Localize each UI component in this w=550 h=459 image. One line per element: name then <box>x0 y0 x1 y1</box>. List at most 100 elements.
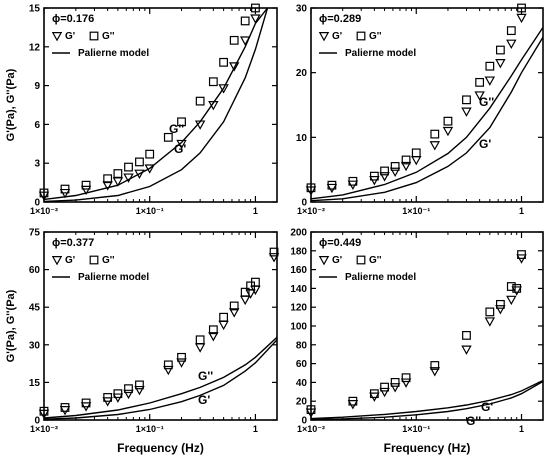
gpp-point-3 <box>269 247 279 257</box>
y-axis-label-3: G'(Pa), G''(Pa) <box>5 289 17 362</box>
gp-point-3 <box>239 295 251 306</box>
gpp-point-2 <box>462 95 471 105</box>
gpp-point-2 <box>390 162 400 171</box>
gpp-point-3 <box>251 277 260 287</box>
x-axis-label-3: Frequency (Hz) <box>117 441 204 455</box>
model-line-2-0 <box>311 27 543 200</box>
y-tick-label-4-4: 80 <box>296 340 308 351</box>
x-tick-label-3-0: 1×10⁻² <box>30 424 58 434</box>
legend-gp-label-3: G' <box>65 255 75 266</box>
gp-point-4 <box>495 305 506 315</box>
model-line-4-1 <box>311 380 543 420</box>
y-tick-label-3-0: 0 <box>34 416 40 427</box>
gpp-point-1 <box>208 77 218 87</box>
gp-point-3 <box>123 389 134 400</box>
gpp-point-2 <box>306 183 316 193</box>
gp-point-2 <box>429 141 441 151</box>
phi-label-4: ϕ=0.449 <box>319 237 361 249</box>
x-tick-label-3-2: 1 <box>253 424 258 434</box>
model-line-3-1 <box>44 339 277 420</box>
gpp-point-1 <box>113 169 123 178</box>
legend-gpp-label-2: G'' <box>369 31 382 42</box>
y-tick-label-4-9: 180 <box>290 246 307 257</box>
legend-gp-marker-4 <box>318 256 330 266</box>
y-tick-label-4-10: 200 <box>290 228 307 239</box>
gpp-point-1 <box>229 35 239 45</box>
y-tick-label-4-8: 160 <box>290 265 307 276</box>
gp-point-3 <box>228 308 240 318</box>
gpp-point-4 <box>369 389 379 399</box>
gpp-point-3 <box>135 380 144 390</box>
x-tick-label-1-1: 1×10⁻¹ <box>136 206 164 216</box>
gpp-point-4 <box>306 405 316 415</box>
model-line-1-0 <box>44 8 269 201</box>
gp-point-2 <box>305 186 317 196</box>
gp-point-4 <box>429 367 441 377</box>
gpp-point-3 <box>39 406 49 416</box>
x-tick-label-2-2: 1 <box>519 206 524 216</box>
gp-point-2 <box>379 172 390 182</box>
gp-point-4 <box>400 378 412 388</box>
phi-label-2: ϕ=0.289 <box>319 13 361 25</box>
phi-label-3: ϕ=0.377 <box>52 237 94 249</box>
gpp-point-2 <box>495 45 505 55</box>
curve-label-gpp-4: G'' <box>466 414 481 428</box>
model-line-3-0 <box>44 336 277 419</box>
gp-point-1 <box>176 139 187 150</box>
y-tick-label-1-5: 15 <box>29 4 41 15</box>
x-tick-label-1-0: 1×10⁻² <box>30 206 58 216</box>
gpp-point-3 <box>195 335 205 345</box>
gp-point-1 <box>134 169 145 179</box>
gp-point-3 <box>134 385 145 396</box>
curve-label-gp-3: G' <box>198 393 210 407</box>
gpp-point-4 <box>485 307 495 317</box>
gp-point-3 <box>176 358 187 368</box>
gpp-point-2 <box>327 180 337 190</box>
y-tick-label-4-6: 120 <box>290 303 307 314</box>
curve-label-gp-4: G' <box>481 400 493 414</box>
y-tick-label-2-3: 30 <box>296 4 308 15</box>
gpp-point-1 <box>135 157 144 167</box>
gpp-point-3 <box>163 360 173 370</box>
gp-point-2 <box>484 76 496 86</box>
gpp-point-4 <box>401 373 411 383</box>
gp-point-1 <box>80 185 92 196</box>
gp-point-3 <box>218 320 229 331</box>
legend-gp-marker-3 <box>51 256 63 266</box>
y-tick-label-4-0: 0 <box>301 416 307 427</box>
y-tick-label-4-5: 100 <box>290 322 307 333</box>
gp-point-3 <box>268 253 280 263</box>
gp-point-3 <box>194 343 206 353</box>
curve-label-gpp-3: G'' <box>198 369 213 383</box>
x-tick-label-4-1: 1×10⁻¹ <box>402 424 430 434</box>
gpp-point-3 <box>177 352 186 362</box>
gp-point-3 <box>59 406 71 416</box>
x-tick-label-2-1: 1×10⁻¹ <box>402 206 430 216</box>
gpp-point-2 <box>485 61 495 71</box>
gpp-point-4 <box>512 284 522 293</box>
legend-gpp-marker-4 <box>356 255 366 265</box>
gpp-point-3 <box>103 393 113 402</box>
gpp-point-2 <box>411 148 421 158</box>
y-tick-label-3-5: 75 <box>29 228 41 239</box>
legend-gpp-label-3: G'' <box>102 255 115 266</box>
model-line-4-0 <box>311 379 543 420</box>
gp-point-1 <box>239 36 251 46</box>
gp-point-2 <box>442 126 454 137</box>
gpp-point-3 <box>113 389 123 399</box>
gp-point-4 <box>461 345 472 355</box>
curve-label-gp-1: G' <box>174 142 186 156</box>
gpp-point-2 <box>348 176 358 186</box>
legend-gpp-marker-3 <box>89 255 99 265</box>
y-tick-label-1-3: 9 <box>34 81 40 92</box>
gp-point-2 <box>495 59 506 69</box>
y-axis-label-1: G'(Pa), G''(Pa) <box>5 68 17 141</box>
gp-point-1 <box>228 62 240 72</box>
legend-gpp-marker-1 <box>89 31 99 41</box>
gpp-point-1 <box>251 3 260 13</box>
panel-2: 0 10 20 30 1×10⁻² 1×10⁻¹ 1 ϕ=0.289 G' G'' Palierne… <box>296 4 544 216</box>
legend-gp-label-4: G' <box>332 255 342 266</box>
y-tick-label-3-1: 15 <box>29 378 41 389</box>
y-tick-label-1-4: 12 <box>29 42 41 53</box>
